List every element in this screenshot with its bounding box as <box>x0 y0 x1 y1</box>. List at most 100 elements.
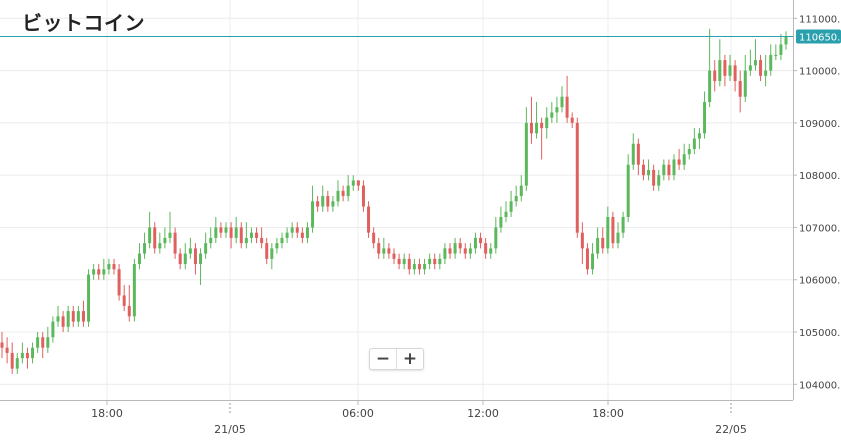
candle-body <box>743 70 747 97</box>
candle-body <box>219 227 223 233</box>
candle-body <box>641 164 645 176</box>
candle-body <box>372 232 376 244</box>
zoom-out-button[interactable]: − <box>375 349 391 369</box>
candle-body <box>494 227 498 249</box>
candle-body <box>479 237 483 244</box>
x-tick-date-label: 21/05 <box>214 423 246 436</box>
candle-body <box>112 264 116 270</box>
candle-body <box>753 60 757 66</box>
candle-body <box>433 258 437 265</box>
candle-body <box>326 196 330 207</box>
y-tick-label: 108000.0 <box>799 171 841 182</box>
candle-body <box>657 175 661 186</box>
candle-body <box>229 227 233 238</box>
candle-body <box>545 117 549 129</box>
candle-body <box>346 185 350 197</box>
candle-body <box>148 227 152 244</box>
candle-body <box>580 232 584 249</box>
candle-body <box>163 237 167 244</box>
candle-body <box>0 342 4 348</box>
candle-body <box>458 243 462 249</box>
candle-body <box>377 243 381 254</box>
candle-body <box>616 232 620 244</box>
candle-body <box>275 243 279 249</box>
candle-body <box>535 122 539 134</box>
candle-body <box>509 201 513 212</box>
candle-body <box>20 352 24 359</box>
candle-body <box>311 201 315 228</box>
candle-body <box>76 311 80 322</box>
candle-body <box>188 248 192 254</box>
candle-body <box>158 243 162 249</box>
candle-body <box>524 122 528 186</box>
candle-body <box>708 70 712 102</box>
y-tick-label: 107000.0 <box>799 223 841 234</box>
candle-body <box>769 54 773 71</box>
candle-body <box>361 185 365 207</box>
candle-body <box>540 122 544 129</box>
candle-body <box>438 258 442 265</box>
candle-body <box>25 352 29 359</box>
candle-body <box>183 253 187 265</box>
candle-body <box>280 237 284 244</box>
candle-body <box>178 253 182 265</box>
candle-body <box>305 227 309 238</box>
zoom-in-button[interactable]: + <box>396 349 423 369</box>
y-tick-label: 105000.0 <box>799 328 841 339</box>
candle-body <box>193 248 197 265</box>
candle-body <box>448 248 452 254</box>
candle-body <box>239 227 243 244</box>
candle-body <box>290 227 294 233</box>
candle-body <box>692 138 696 150</box>
candle-body <box>677 159 681 165</box>
candle-body <box>570 117 574 123</box>
candle-body <box>733 65 737 82</box>
candle-body <box>575 122 579 233</box>
candle-body <box>662 164 666 176</box>
candle-body <box>81 311 85 322</box>
candle-body <box>596 237 600 254</box>
candle-body <box>137 253 141 265</box>
chart-title: ビットコイン <box>22 11 145 35</box>
candle-body <box>407 258 411 270</box>
candle-body <box>87 274 91 322</box>
candle-body <box>555 107 559 113</box>
candle-body <box>417 264 421 270</box>
candle-body <box>351 180 355 186</box>
candle-body <box>46 337 50 348</box>
candle-body <box>97 269 101 275</box>
candle-body <box>687 149 691 155</box>
candle-body <box>356 180 360 186</box>
candle-body <box>738 81 742 97</box>
candle-body <box>759 60 763 76</box>
candle-body <box>127 305 131 317</box>
candle-body <box>51 321 55 338</box>
candle-body <box>331 201 335 207</box>
candle-body <box>672 159 676 176</box>
candle-body <box>784 36 788 45</box>
candle-body <box>565 96 569 118</box>
candle-body <box>499 216 503 228</box>
candle-body <box>484 243 488 254</box>
zoom-control: − + <box>369 348 424 370</box>
candle-body <box>295 227 299 233</box>
candle-body <box>321 196 325 207</box>
candle-body <box>199 253 203 265</box>
candle-body <box>255 232 259 238</box>
candle-body <box>341 190 345 197</box>
candle-body <box>443 248 447 259</box>
candle-body <box>234 227 238 238</box>
candle-body <box>591 253 595 270</box>
y-tick-label: 110000.0 <box>799 67 841 78</box>
candle-body <box>519 185 523 197</box>
candle-body <box>41 337 45 348</box>
candle-body <box>153 227 157 249</box>
candle-body <box>5 347 9 353</box>
candle-body <box>265 243 269 259</box>
candle-body <box>682 154 686 165</box>
x-tick-time-label: 18:00 <box>91 407 123 420</box>
candle-body <box>392 253 396 259</box>
candle-body <box>56 316 60 322</box>
